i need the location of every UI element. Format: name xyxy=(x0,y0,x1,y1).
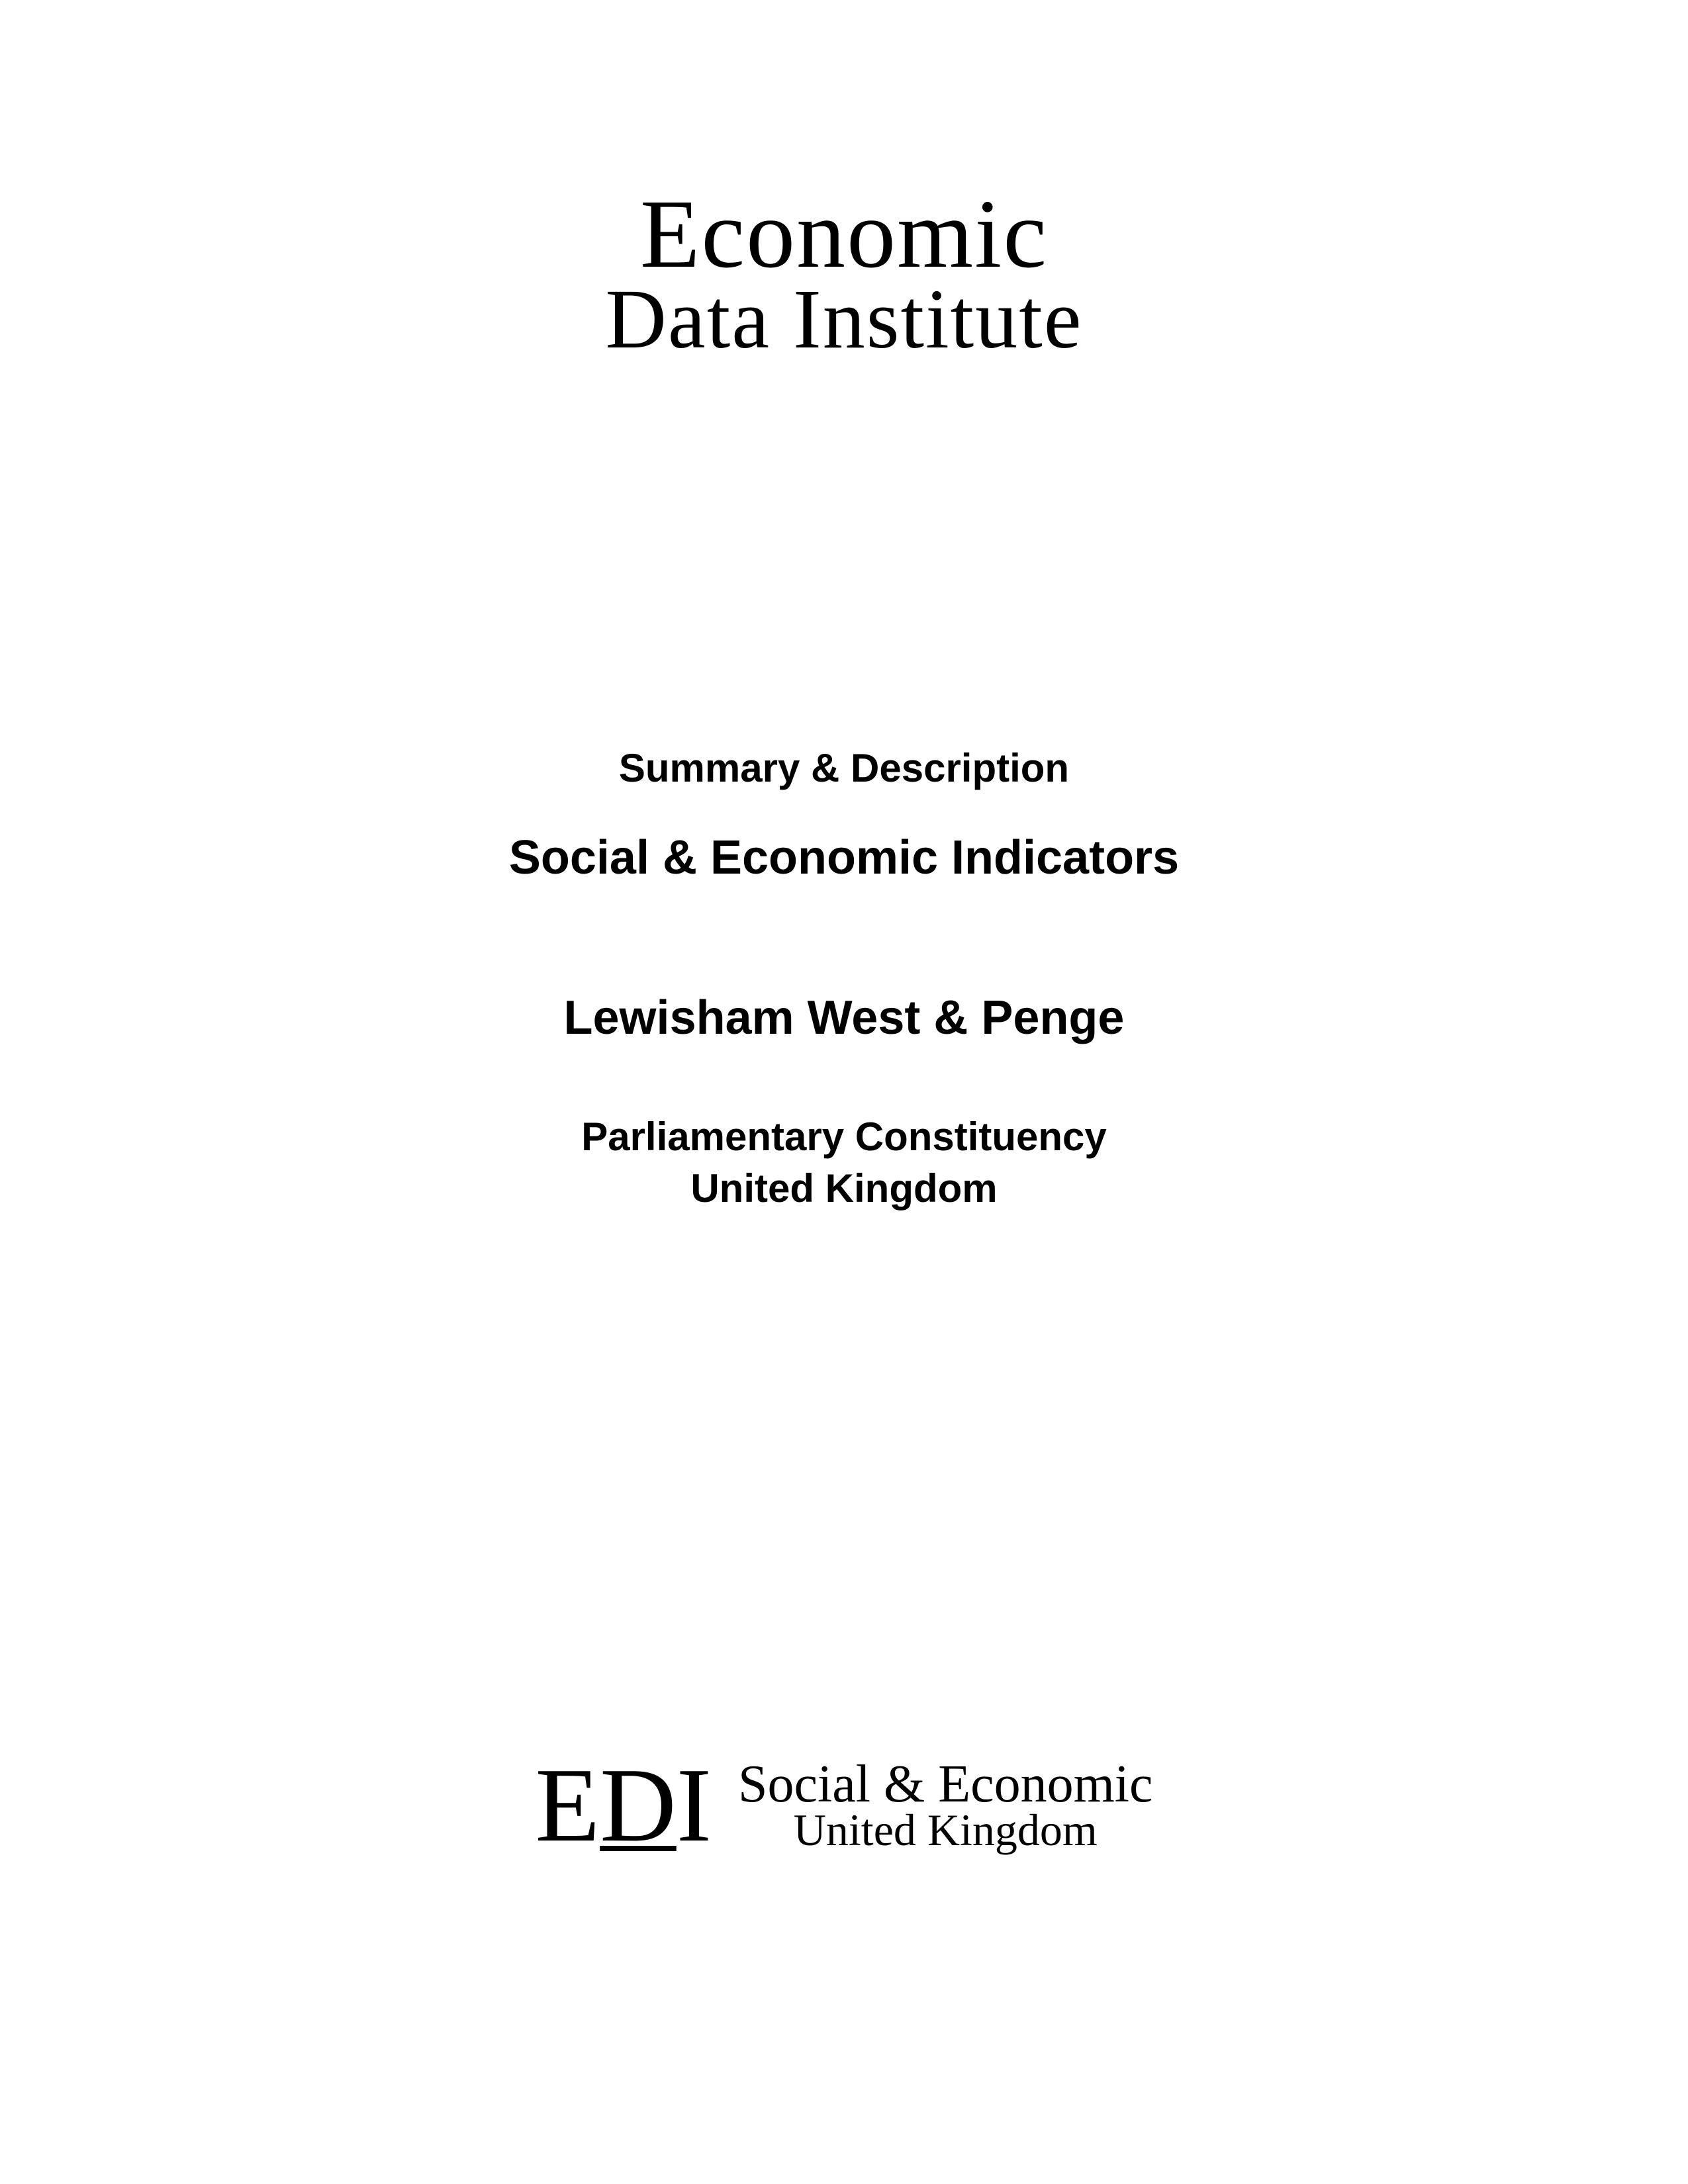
content-section: Summary & Description Social & Economic … xyxy=(509,745,1179,1214)
document-page: Economic Data Institute Summary & Descri… xyxy=(0,0,1688,2184)
edi-letter-d: D xyxy=(600,1744,677,1866)
edi-letter-e: E xyxy=(535,1744,600,1866)
location-heading: Lewisham West & Penge xyxy=(509,991,1179,1045)
bottom-logo-line1: Social & Economic xyxy=(738,1758,1153,1811)
indicators-heading: Social & Economic Indicators xyxy=(509,831,1179,885)
constituency-block: Parliamentary Constituency United Kingdo… xyxy=(509,1111,1179,1214)
edi-letter-i: I xyxy=(677,1744,712,1866)
top-logo-line2: Data Institute xyxy=(605,277,1082,361)
top-logo: Economic Data Institute xyxy=(605,185,1082,361)
summary-heading: Summary & Description xyxy=(509,745,1179,791)
country-text: United Kingdom xyxy=(509,1163,1179,1214)
top-logo-line1: Economic xyxy=(605,185,1082,283)
bottom-logo-line2: United Kingdom xyxy=(794,1807,1098,1852)
bottom-logo-text: Social & Economic United Kingdom xyxy=(738,1758,1153,1852)
constituency-text: Parliamentary Constituency xyxy=(509,1111,1179,1163)
edi-mark: EDI xyxy=(535,1744,712,1866)
bottom-logo: EDI Social & Economic United Kingdom xyxy=(535,1744,1152,1866)
